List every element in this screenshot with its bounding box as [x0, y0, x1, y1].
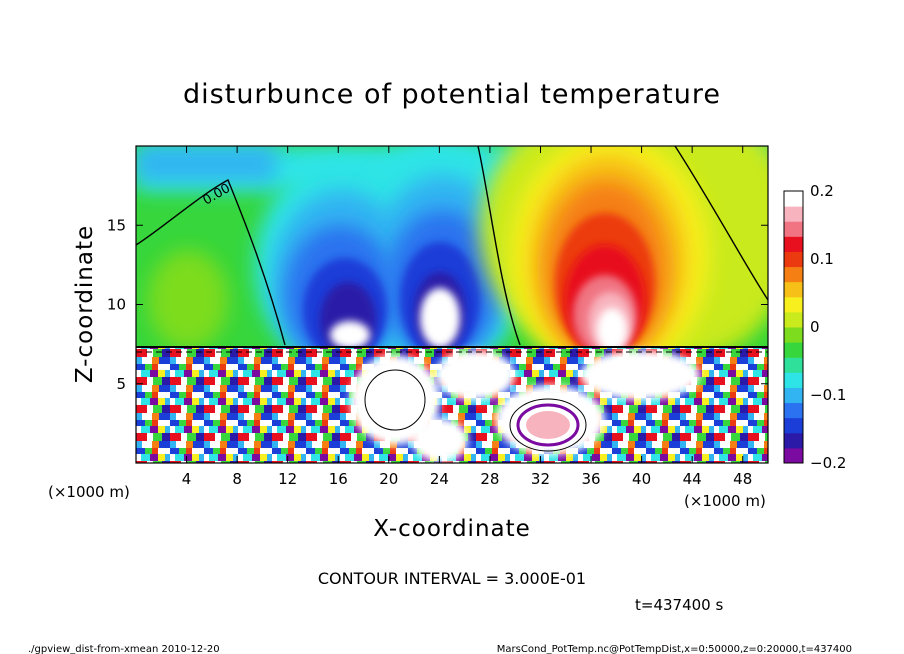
x-axis-label: X-coordinate — [373, 516, 531, 542]
footer-right: MarsCond_PotTemp.nc@PotTempDist,x=0:5000… — [497, 644, 852, 654]
colorbar-swatch — [784, 296, 803, 313]
x-tick-label: 48 — [733, 470, 752, 488]
colorbar-ticks: 0.2 0.1 0 −0.1 −0.2 — [810, 182, 846, 472]
x-tick-label: 44 — [683, 470, 702, 488]
colorbar-swatch — [784, 191, 803, 207]
x-tick-label: 32 — [531, 470, 550, 488]
upper-field — [136, 146, 768, 375]
colorbar-swatch — [784, 432, 803, 449]
colorbar-tick-label: 0.2 — [810, 182, 834, 200]
colorbar-tick-label: 0 — [810, 318, 820, 336]
x-tick-label: 28 — [480, 470, 499, 488]
x-tick-label: 24 — [430, 470, 449, 488]
y-tick-label: 15 — [107, 216, 126, 234]
x-unit-right: (×1000 m) — [684, 492, 766, 510]
colorbar-tick-label: −0.2 — [810, 454, 846, 472]
x-tick-label: 36 — [581, 470, 600, 488]
x-tick-label: 4 — [182, 470, 192, 488]
colorbar-swatch — [784, 417, 803, 434]
colorbar-swatch — [784, 372, 803, 388]
colorbar-swatch — [784, 342, 803, 358]
colorbar-tick-label: 0.1 — [810, 250, 834, 268]
colorbar — [783, 190, 804, 464]
colorbar-frame — [783, 190, 804, 464]
x-tick-label: 20 — [379, 470, 398, 488]
colorbar-swatch — [784, 387, 803, 404]
time-stamp: t=437400 s — [635, 596, 723, 614]
colorbar-swatch — [784, 236, 803, 252]
x-tick-label: 16 — [329, 470, 348, 488]
colorbar-swatch — [784, 266, 803, 283]
x-tick-label: 40 — [632, 470, 651, 488]
x-tick-label: 8 — [232, 470, 242, 488]
colorbar-swatch — [784, 402, 803, 419]
colorbar-swatch — [784, 311, 803, 328]
y-tick-label: 10 — [107, 296, 126, 314]
colorbar-swatch — [784, 251, 803, 268]
colorbar-swatch — [784, 447, 803, 464]
colorbar-swatch — [784, 281, 803, 298]
x-tick-label: 12 — [278, 470, 297, 488]
heatmap-plot — [136, 146, 768, 463]
contour-interval: CONTOUR INTERVAL = 3.000E-01 — [318, 569, 586, 588]
lower-field — [136, 346, 768, 463]
chart-title: disturbunce of potential temperature — [183, 79, 721, 110]
y-axis: 5 10 15 — [107, 216, 768, 393]
colorbar-swatch — [784, 206, 803, 222]
x-axis: 4 8 12 16 20 24 28 32 36 40 44 48 — [182, 146, 752, 488]
x-unit-left: (×1000 m) — [48, 483, 130, 501]
colorbar-swatch — [784, 327, 803, 343]
y-tick-label: 5 — [116, 375, 126, 393]
colorbar-tick-label: −0.1 — [810, 386, 846, 404]
colorbar-swatch — [784, 221, 803, 237]
colorbar-swatch — [784, 357, 803, 373]
y-axis-label: Z-coordinate — [72, 225, 98, 383]
footer-left: ./gpview_dist-from-xmean 2010-12-20 — [28, 644, 220, 654]
